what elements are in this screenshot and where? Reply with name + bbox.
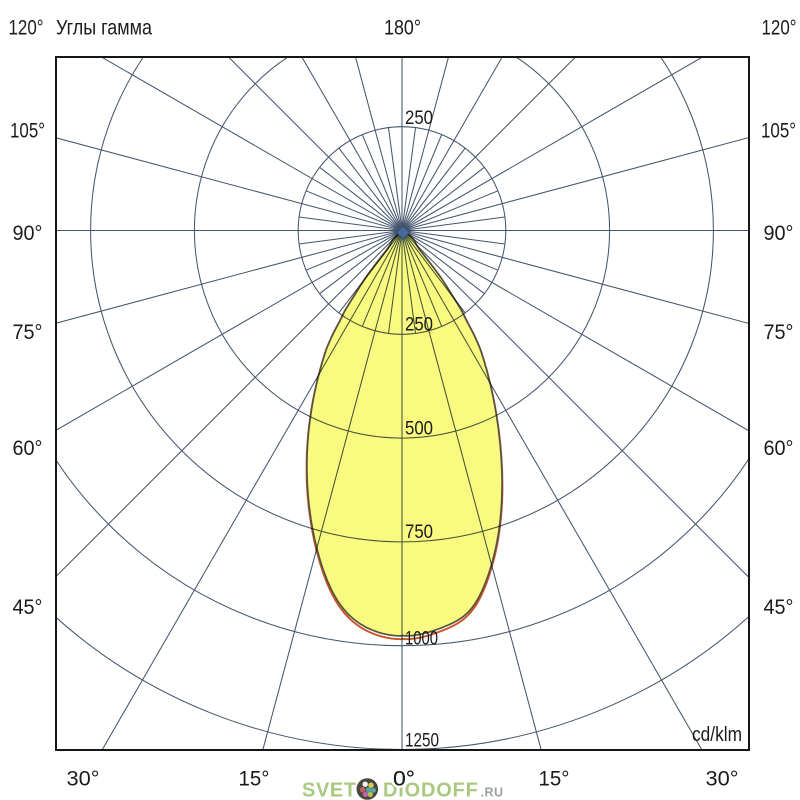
svg-text:60°: 60° xyxy=(13,437,43,460)
svg-text:.RU: .RU xyxy=(481,786,504,800)
svg-text:DIODOFF: DIODOFF xyxy=(383,780,479,800)
svg-text:cd/klm: cd/klm xyxy=(692,724,742,746)
svg-text:Углы гамма: Углы гамма xyxy=(56,17,152,40)
svg-text:30°: 30° xyxy=(706,768,739,791)
svg-text:750: 750 xyxy=(405,522,433,543)
svg-text:500: 500 xyxy=(405,419,433,440)
svg-text:105°: 105° xyxy=(10,120,45,143)
svg-text:90°: 90° xyxy=(13,222,43,245)
svg-text:45°: 45° xyxy=(764,596,794,619)
svg-text:75°: 75° xyxy=(13,321,43,344)
svg-text:60°: 60° xyxy=(764,437,794,460)
svg-text:90°: 90° xyxy=(764,222,794,245)
svg-text:120°: 120° xyxy=(9,17,44,40)
svg-text:30°: 30° xyxy=(67,768,100,791)
svg-text:1250: 1250 xyxy=(405,731,439,752)
svg-text:45°: 45° xyxy=(13,596,43,619)
svg-text:250: 250 xyxy=(405,315,433,336)
svg-text:15°: 15° xyxy=(239,768,270,791)
svg-text:75°: 75° xyxy=(764,321,794,344)
svg-text:1000: 1000 xyxy=(405,629,438,650)
svg-text:250: 250 xyxy=(405,108,433,129)
svg-text:180°: 180° xyxy=(384,17,421,40)
svg-text:0°: 0° xyxy=(393,768,415,791)
svg-text:15°: 15° xyxy=(539,768,570,791)
svg-text:SVET: SVET xyxy=(302,780,357,800)
svg-text:120°: 120° xyxy=(762,17,797,40)
svg-text:105°: 105° xyxy=(761,120,796,143)
svg-text:0°: 0° xyxy=(393,768,415,791)
